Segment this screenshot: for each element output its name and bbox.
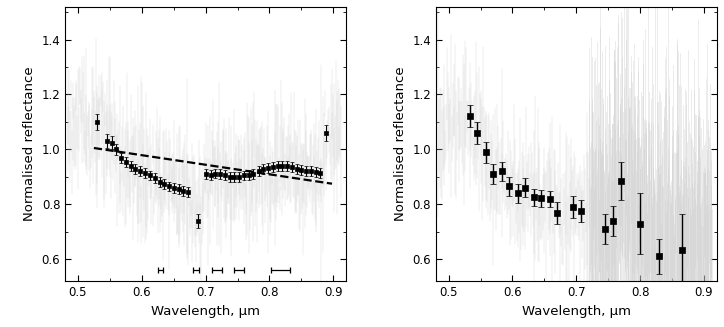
Y-axis label: Normalised reflectance: Normalised reflectance: [23, 67, 36, 221]
X-axis label: Wavelength, μm: Wavelength, μm: [522, 305, 631, 318]
Y-axis label: Normalised reflectance: Normalised reflectance: [394, 67, 407, 221]
X-axis label: Wavelength, μm: Wavelength, μm: [151, 305, 260, 318]
